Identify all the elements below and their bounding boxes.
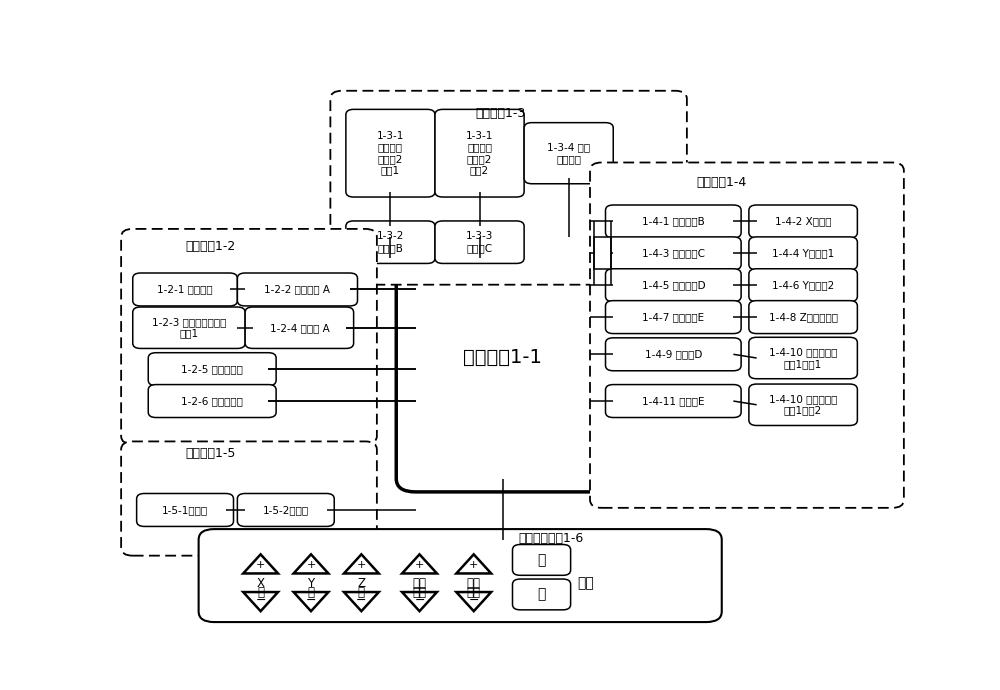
Text: −: − bbox=[356, 593, 367, 607]
FancyBboxPatch shape bbox=[606, 301, 741, 333]
Text: 移动模块1-4: 移动模块1-4 bbox=[697, 176, 747, 189]
Text: 1-3-3
继电器C: 1-3-3 继电器C bbox=[466, 231, 493, 253]
Text: −: − bbox=[414, 593, 425, 607]
FancyBboxPatch shape bbox=[435, 109, 524, 197]
Text: +: + bbox=[357, 560, 366, 571]
Text: 1-4-4 Y向电机1: 1-4-4 Y向电机1 bbox=[772, 248, 834, 258]
FancyBboxPatch shape bbox=[524, 123, 613, 184]
Text: 根切模块1-3: 根切模块1-3 bbox=[476, 107, 526, 120]
FancyBboxPatch shape bbox=[330, 91, 687, 285]
FancyBboxPatch shape bbox=[199, 529, 722, 622]
FancyBboxPatch shape bbox=[396, 224, 609, 492]
Text: +: + bbox=[415, 560, 424, 571]
Text: 开: 开 bbox=[537, 553, 546, 567]
FancyBboxPatch shape bbox=[749, 337, 857, 379]
FancyBboxPatch shape bbox=[512, 544, 571, 575]
FancyBboxPatch shape bbox=[237, 273, 358, 306]
FancyBboxPatch shape bbox=[346, 221, 435, 264]
FancyBboxPatch shape bbox=[148, 384, 276, 417]
FancyBboxPatch shape bbox=[137, 493, 234, 526]
Text: 角度: 角度 bbox=[467, 586, 481, 599]
FancyBboxPatch shape bbox=[606, 269, 741, 302]
FancyBboxPatch shape bbox=[749, 269, 857, 302]
FancyBboxPatch shape bbox=[237, 493, 334, 526]
Text: +: + bbox=[469, 560, 478, 571]
Text: 1-2-5 拉压传感器: 1-2-5 拉压传感器 bbox=[181, 364, 243, 374]
FancyBboxPatch shape bbox=[606, 205, 741, 238]
FancyBboxPatch shape bbox=[594, 237, 611, 269]
Text: 采摘模块1-2: 采摘模块1-2 bbox=[185, 240, 235, 253]
Text: 采摘: 采摘 bbox=[413, 577, 426, 590]
Text: 1-2-3 二位三通换向阀
线圈1: 1-2-3 二位三通换向阀 线圈1 bbox=[152, 317, 226, 339]
Text: 1-2-6 气压传感器: 1-2-6 气压传感器 bbox=[181, 396, 243, 406]
Text: Z: Z bbox=[357, 577, 365, 590]
Text: 关: 关 bbox=[537, 587, 546, 602]
Text: 1-4-8 Z轴转向电机: 1-4-8 Z轴转向电机 bbox=[769, 312, 838, 322]
FancyBboxPatch shape bbox=[512, 579, 571, 610]
FancyBboxPatch shape bbox=[435, 221, 524, 264]
Text: 1-3-4 光电
传感器组: 1-3-4 光电 传感器组 bbox=[547, 142, 590, 164]
Text: 1-4-10 三位五通换
向阀1线圈1: 1-4-10 三位五通换 向阀1线圈1 bbox=[769, 347, 837, 369]
FancyBboxPatch shape bbox=[133, 307, 245, 348]
Text: 1-4-6 Y向电机2: 1-4-6 Y向电机2 bbox=[772, 280, 834, 290]
Text: 1-3-1
三位五通
换向阀2
线圈1: 1-3-1 三位五通 换向阀2 线圈1 bbox=[377, 131, 404, 175]
Text: 1-2-4 继电器 A: 1-2-4 继电器 A bbox=[270, 323, 329, 333]
Text: 向: 向 bbox=[358, 586, 365, 599]
Text: 1-4-5 电机驱动D: 1-4-5 电机驱动D bbox=[642, 280, 705, 290]
Text: 1-5-1摄像头: 1-5-1摄像头 bbox=[162, 505, 208, 515]
FancyBboxPatch shape bbox=[749, 384, 857, 426]
FancyBboxPatch shape bbox=[121, 442, 377, 555]
FancyBboxPatch shape bbox=[749, 205, 857, 238]
Text: 向: 向 bbox=[257, 586, 264, 599]
Text: 折弯: 折弯 bbox=[467, 577, 481, 590]
FancyBboxPatch shape bbox=[346, 109, 435, 197]
Text: 吸盘: 吸盘 bbox=[578, 576, 594, 590]
Text: 1-4-2 X向电机: 1-4-2 X向电机 bbox=[775, 217, 831, 226]
Text: 主控制器1-1: 主控制器1-1 bbox=[463, 348, 542, 367]
FancyBboxPatch shape bbox=[606, 237, 741, 270]
Text: 1-4-11 继电器E: 1-4-11 继电器E bbox=[642, 396, 705, 406]
Text: 1-5-2上位机: 1-5-2上位机 bbox=[263, 505, 309, 515]
FancyBboxPatch shape bbox=[749, 237, 857, 270]
FancyBboxPatch shape bbox=[606, 384, 741, 417]
Text: −: − bbox=[468, 593, 479, 607]
Text: 1-4-3 电机驱动C: 1-4-3 电机驱动C bbox=[642, 248, 705, 258]
Text: X: X bbox=[257, 577, 265, 590]
Text: 1-4-7 电机驱动E: 1-4-7 电机驱动E bbox=[642, 312, 704, 322]
Text: 1-2-2 电机驱动 A: 1-2-2 电机驱动 A bbox=[264, 284, 330, 295]
Text: +: + bbox=[306, 560, 316, 571]
Text: −: − bbox=[306, 593, 316, 607]
FancyBboxPatch shape bbox=[606, 338, 741, 371]
Text: 1-3-1
三位五通
换向阀2
线圈2: 1-3-1 三位五通 换向阀2 线圈2 bbox=[466, 131, 493, 175]
Text: −: − bbox=[255, 593, 266, 607]
FancyBboxPatch shape bbox=[245, 307, 354, 348]
Text: 1-3-2
继电器B: 1-3-2 继电器B bbox=[377, 231, 404, 253]
FancyBboxPatch shape bbox=[148, 353, 276, 386]
FancyBboxPatch shape bbox=[121, 229, 377, 444]
FancyBboxPatch shape bbox=[749, 301, 857, 333]
Text: 1-4-10 三位五通换
向阀1线圈2: 1-4-10 三位五通换 向阀1线圈2 bbox=[769, 394, 837, 415]
Text: Y: Y bbox=[307, 577, 315, 590]
Text: 1-2-1 采摘电机: 1-2-1 采摘电机 bbox=[157, 284, 213, 295]
Text: 1-4-9 继电器D: 1-4-9 继电器D bbox=[645, 349, 702, 359]
Text: 方向: 方向 bbox=[413, 586, 426, 599]
Text: 1-4-1 电机驱动B: 1-4-1 电机驱动B bbox=[642, 217, 705, 226]
Text: 手动控制模块1-6: 手动控制模块1-6 bbox=[519, 532, 584, 545]
Text: 向: 向 bbox=[308, 586, 314, 599]
FancyBboxPatch shape bbox=[133, 273, 237, 306]
Text: +: + bbox=[256, 560, 265, 571]
FancyBboxPatch shape bbox=[590, 162, 904, 508]
Text: 视觉模块1-5: 视觉模块1-5 bbox=[185, 447, 235, 460]
